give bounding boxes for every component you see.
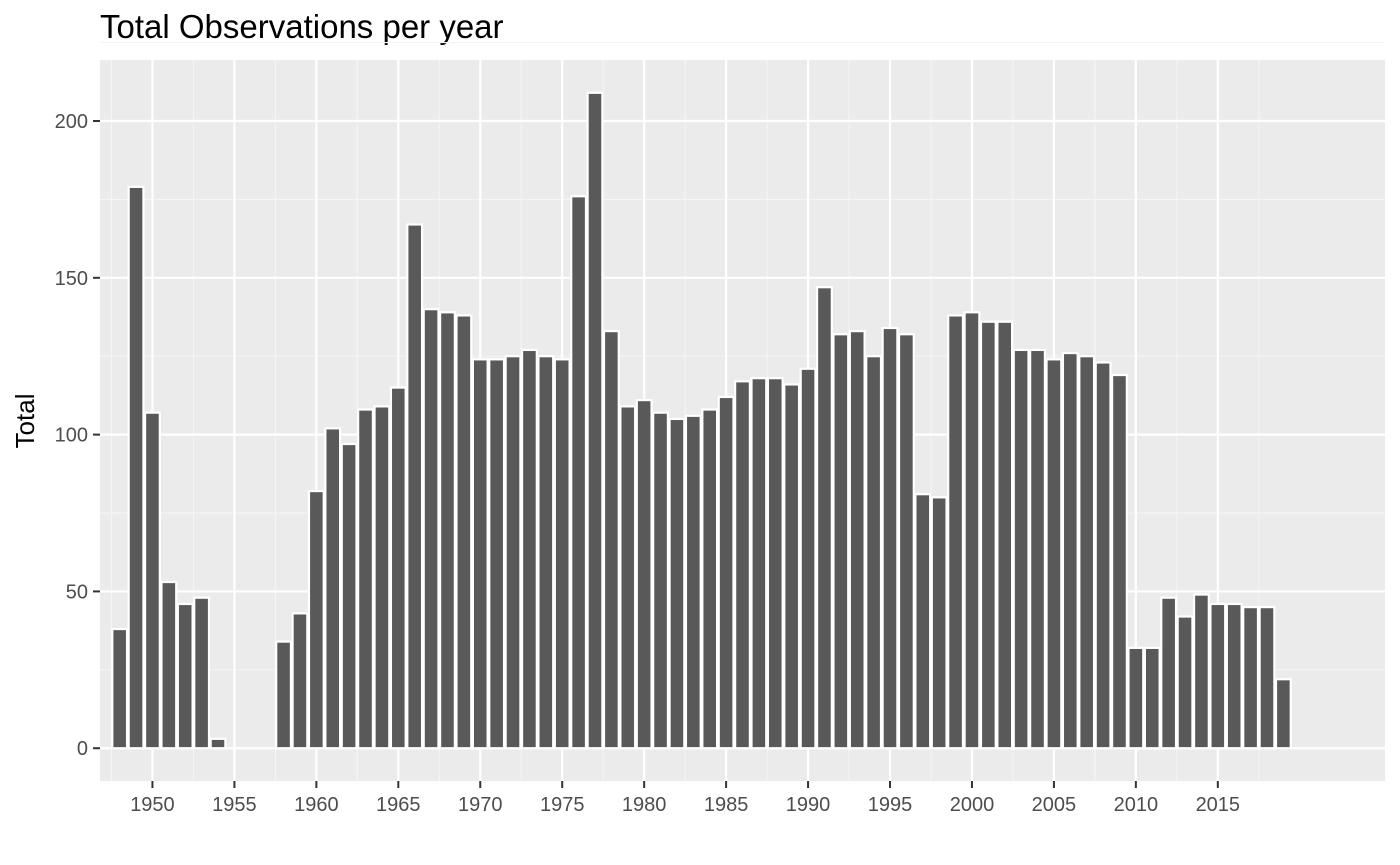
- bar-1954: [209, 737, 227, 750]
- bar-2005: [1045, 358, 1063, 750]
- bar-1985: [717, 395, 735, 750]
- bar-1960: [307, 489, 325, 750]
- x-tick-label: 1955: [212, 794, 257, 816]
- bar-1975: [553, 358, 571, 750]
- bar-2004: [1029, 348, 1047, 750]
- bar-1961: [324, 427, 342, 750]
- x-tick-label: 2000: [950, 794, 995, 816]
- bar-1999: [947, 314, 965, 750]
- bar-1959: [291, 612, 309, 750]
- x-tick-label: 1975: [540, 794, 585, 816]
- bar-1970: [471, 358, 489, 750]
- bar-1988: [766, 377, 784, 750]
- bar-2018: [1258, 606, 1276, 750]
- x-tick-label: 1990: [786, 794, 831, 816]
- bar-2003: [1012, 348, 1030, 750]
- bar-2016: [1225, 602, 1243, 750]
- bar-1963: [357, 408, 374, 750]
- y-tick-label: 150: [55, 268, 88, 290]
- bar-1950: [143, 411, 161, 750]
- y-tick-label: 100: [55, 425, 88, 447]
- bar-1969: [455, 314, 473, 750]
- bar-1982: [668, 417, 686, 750]
- bar-2010: [1127, 646, 1145, 750]
- bar-2001: [979, 320, 997, 750]
- bar-2019: [1274, 678, 1292, 750]
- bar-1965: [389, 386, 407, 750]
- bar-1962: [340, 442, 358, 750]
- x-tick-label: 1970: [458, 794, 503, 816]
- bar-1995: [881, 326, 899, 750]
- bar-2002: [996, 320, 1014, 750]
- bar-1958: [275, 640, 293, 750]
- bar-2015: [1209, 602, 1227, 750]
- bar-1974: [537, 355, 555, 750]
- x-tick-label: 1985: [704, 794, 749, 816]
- bar-1986: [734, 380, 751, 750]
- y-tick-label: 50: [66, 581, 88, 603]
- bar-1981: [652, 411, 670, 750]
- axis-ticks: [93, 119, 1219, 788]
- bar-2008: [1094, 361, 1112, 750]
- x-tick-label: 1950: [130, 794, 175, 816]
- bar-1951: [160, 580, 178, 750]
- bar-2007: [1078, 355, 1096, 750]
- bar-1983: [684, 414, 702, 750]
- bar-1993: [848, 330, 866, 750]
- bar-1979: [619, 405, 637, 750]
- bar-1991: [815, 286, 833, 750]
- bars: [111, 91, 1292, 750]
- bar-1966: [406, 223, 424, 750]
- bar-2014: [1192, 593, 1210, 750]
- x-tick-label: 1995: [868, 794, 913, 816]
- bar-1996: [897, 333, 915, 750]
- bar-1998: [930, 496, 948, 750]
- bar-1992: [832, 333, 850, 750]
- bar-1984: [701, 408, 719, 750]
- chart-title: Total Observations per year: [100, 8, 504, 45]
- bar-2006: [1061, 351, 1079, 750]
- bar-1953: [193, 596, 211, 750]
- bar-2017: [1242, 606, 1260, 750]
- bar-2012: [1160, 596, 1178, 750]
- bar-1978: [602, 330, 620, 750]
- x-tick-label: 1980: [622, 794, 667, 816]
- bar-2011: [1143, 646, 1161, 750]
- y-tick-label: 200: [55, 111, 88, 133]
- bar-1976: [570, 195, 588, 750]
- bar-1994: [865, 355, 883, 750]
- bar-1997: [914, 493, 932, 750]
- bar-2000: [963, 311, 981, 750]
- y-axis-tick-labels: 0 50 100 150 200: [55, 111, 88, 760]
- bar-1971: [488, 358, 506, 750]
- bar-1952: [176, 602, 194, 750]
- bar-2013: [1176, 615, 1194, 750]
- bar-1968: [438, 311, 456, 750]
- bar-1973: [520, 348, 538, 750]
- y-tick-label: 0: [77, 738, 88, 760]
- bar-2009: [1111, 373, 1128, 750]
- bar-1977: [586, 91, 604, 750]
- bar-1972: [504, 355, 522, 750]
- x-tick-label: 2005: [1032, 794, 1077, 816]
- x-axis-tick-labels: 1950 1955 1960 1965 1970 1975 1980 1985 1990 1995…: [130, 794, 1240, 816]
- bar-1990: [799, 367, 817, 750]
- y-axis-title: Total: [10, 394, 40, 449]
- bar-1964: [373, 405, 391, 750]
- bar-1987: [750, 377, 768, 750]
- x-tick-label: 1960: [294, 794, 339, 816]
- bar-1967: [422, 308, 440, 750]
- bar-1980: [635, 399, 653, 750]
- bar-1949: [127, 185, 145, 750]
- bar-1948: [111, 627, 129, 750]
- x-tick-label: 2015: [1196, 794, 1241, 816]
- x-tick-label: 2010: [1114, 794, 1159, 816]
- bar-1989: [783, 383, 801, 750]
- x-tick-label: 1965: [376, 794, 421, 816]
